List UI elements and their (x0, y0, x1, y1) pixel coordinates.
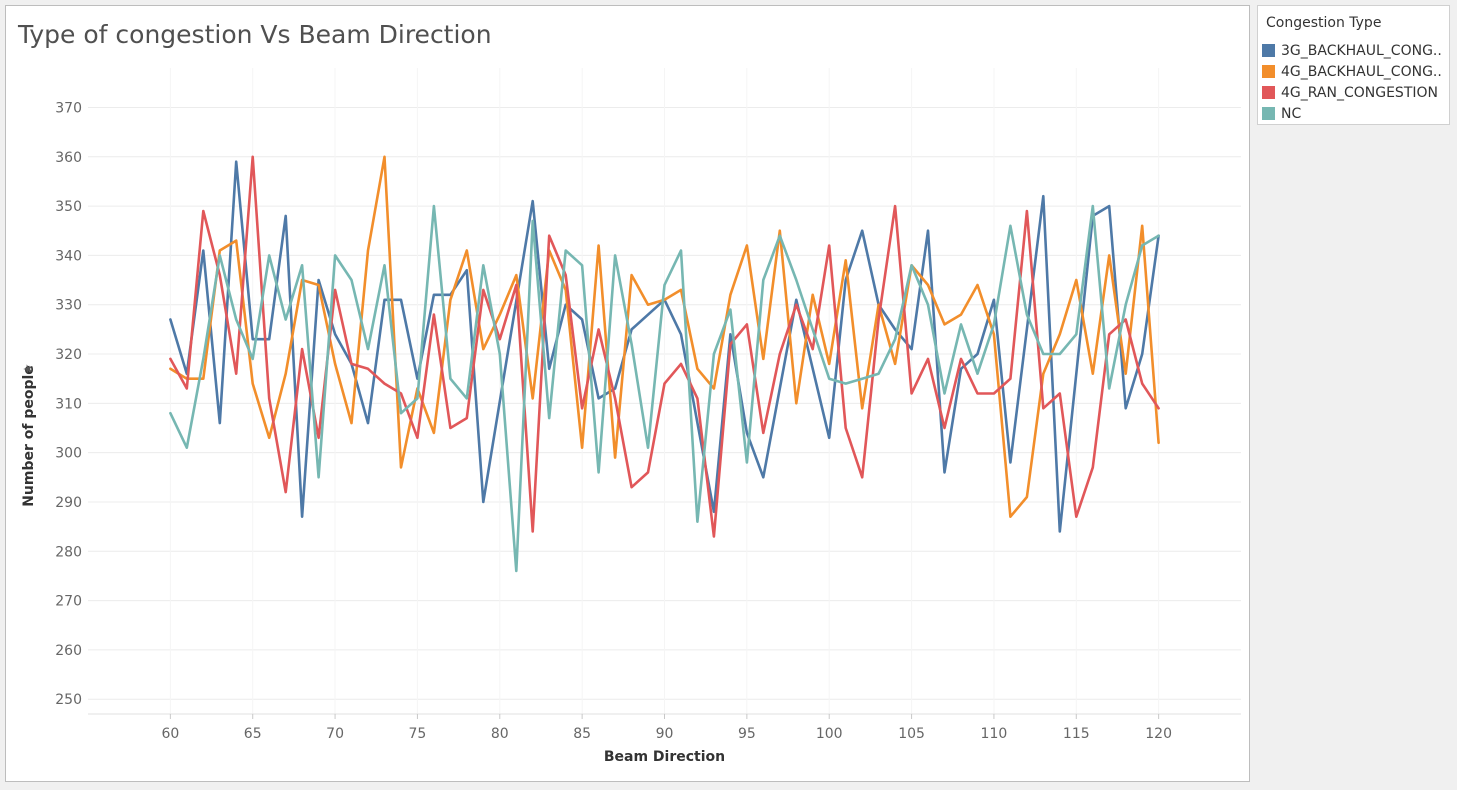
x-tick-label: 105 (898, 726, 925, 742)
y-tick-label: 290 (55, 495, 82, 511)
x-tick-label: 115 (1063, 726, 1090, 742)
x-tick-label: 85 (573, 726, 591, 742)
x-tick-label: 60 (161, 726, 179, 742)
y-tick-label: 310 (55, 396, 82, 412)
chart-title: Type of congestion Vs Beam Direction (18, 20, 492, 49)
x-tick-label: 90 (656, 726, 674, 742)
y-tick-label: 330 (55, 298, 82, 314)
y-tick-label: 370 (55, 100, 82, 116)
legend-swatch (1262, 86, 1275, 99)
y-tick-label: 300 (55, 446, 82, 462)
legend-swatch (1262, 65, 1275, 78)
series-line-2[interactable] (169, 155, 1160, 538)
line-chart[interactable]: 250 260 270 280 290 300 310 320 330 340 350 360 370 6… (6, 6, 1249, 781)
legend[interactable]: Congestion Type 3G_BACKHAUL_CONG.. 4G_BAC… (1257, 5, 1450, 125)
x-tick-label: 80 (491, 726, 509, 742)
y-tick-label: 250 (55, 692, 82, 708)
legend-label: 3G_BACKHAUL_CONG.. (1281, 43, 1442, 59)
legend-swatch (1262, 107, 1275, 120)
x-tick-label: 75 (409, 726, 427, 742)
chart-panel: Type of congestion Vs Beam Direction 250… (5, 5, 1250, 782)
x-axis-title: Beam Direction (604, 749, 725, 765)
y-tick-label: 280 (55, 544, 82, 560)
y-tick-label: 260 (55, 643, 82, 659)
y-tick-label: 340 (55, 248, 82, 264)
y-tick-label: 270 (55, 594, 82, 610)
x-tick-label: 100 (816, 726, 843, 742)
y-tick-label: 320 (55, 347, 82, 363)
legend-title: Congestion Type (1266, 15, 1382, 31)
legend-item[interactable]: 3G_BACKHAUL_CONG.. (1262, 42, 1447, 60)
y-axis-title: Number of people (21, 365, 37, 507)
legend-item[interactable]: 4G_RAN_CONGESTION (1262, 84, 1447, 102)
y-tick-label: 360 (55, 150, 82, 166)
legend-label: 4G_RAN_CONGESTION (1281, 85, 1438, 101)
legend-item[interactable]: NC (1262, 105, 1447, 123)
legend-label: NC (1281, 106, 1302, 122)
x-tick-label: 120 (1145, 726, 1172, 742)
legend-label: 4G_BACKHAUL_CONG.. (1281, 64, 1442, 80)
legend-item[interactable]: 4G_BACKHAUL_CONG.. (1262, 63, 1447, 81)
x-tick-label: 65 (244, 726, 262, 742)
x-tick-label: 70 (326, 726, 344, 742)
series-line-3[interactable] (169, 204, 1160, 573)
pin-icon: ★ (21, 364, 35, 375)
series-line-1[interactable] (169, 155, 1160, 518)
y-tick-label: 350 (55, 199, 82, 215)
series-line-0[interactable] (169, 160, 1160, 533)
legend-swatch (1262, 44, 1275, 57)
x-tick-label: 95 (738, 726, 756, 742)
x-tick-label: 110 (981, 726, 1008, 742)
